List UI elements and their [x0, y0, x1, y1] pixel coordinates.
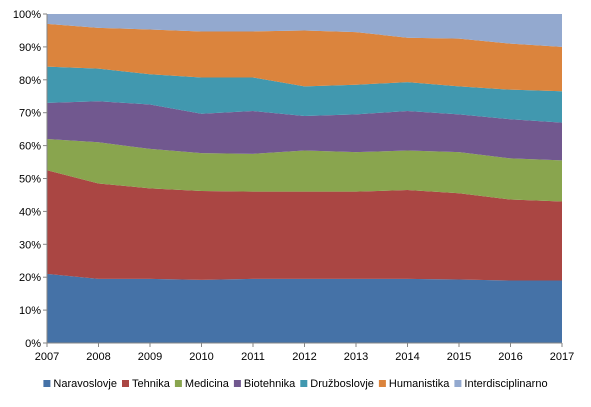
x-tick-label: 2012 — [292, 351, 316, 363]
x-tick-label: 2010 — [189, 351, 213, 363]
x-tick-label: 2016 — [498, 351, 522, 363]
area-medicina — [47, 139, 562, 202]
y-tick-label: 0% — [25, 338, 41, 350]
legend-item-tehnika: Tehnika — [122, 378, 171, 390]
axes-group — [43, 13, 563, 347]
area-dru-boslovje — [47, 66, 562, 123]
legend-label: Družboslovje — [310, 378, 374, 390]
area-interdisciplinarno — [47, 14, 562, 47]
y-tick-label: 10% — [19, 305, 41, 317]
x-tick-label: 2017 — [550, 351, 574, 363]
legend-item-naravoslovje: Naravoslovje — [43, 378, 117, 390]
legend-label: Interdisciplinarno — [464, 378, 547, 390]
legend-label: Biotehnika — [244, 378, 296, 390]
legend-swatch — [233, 380, 241, 387]
legend: Naravoslovje Tehnika Medicina Biotehnika Dru… — [43, 378, 548, 390]
y-tick-label: 100% — [13, 9, 41, 21]
area-biotehnika — [47, 101, 562, 161]
area-tehnika — [47, 170, 562, 281]
area-humanistika — [47, 23, 562, 92]
x-tick-labels: 2007 2008 2009 2010 2011 2012 2013 2014 2015 2016… — [35, 351, 574, 363]
legend-swatch — [454, 380, 462, 387]
legend-label: Humanistika — [389, 378, 450, 390]
x-tick-label: 2015 — [447, 351, 471, 363]
legend-item-dru-boslovje: Družboslovje — [300, 378, 374, 390]
y-tick-label: 60% — [19, 141, 41, 153]
legend-label: Medicina — [185, 378, 230, 390]
legend-swatch — [174, 380, 182, 387]
legend-swatch — [378, 380, 386, 387]
x-tick-label: 2014 — [395, 351, 419, 363]
x-tick-label: 2011 — [241, 351, 265, 363]
legend-swatch — [300, 380, 308, 387]
legend-label: Naravoslovje — [53, 378, 117, 390]
y-tick-label: 90% — [19, 42, 41, 54]
x-tick-label: 2008 — [86, 351, 110, 363]
y-tick-label: 20% — [19, 272, 41, 284]
y-tick-labels: 0% 10% 20% 30% 40% 50% 60% 70% 80% 90% 100% — [13, 9, 41, 350]
legend-swatch — [122, 380, 129, 387]
legend-item-medicina: Medicina — [174, 378, 230, 390]
legend-item-biotehnika: Biotehnika — [233, 378, 296, 390]
area-naravoslovje — [47, 273, 562, 343]
y-tick-label: 40% — [19, 206, 41, 218]
legend-swatch — [43, 380, 51, 387]
legend-label: Tehnika — [132, 378, 171, 390]
y-tick-label: 50% — [19, 174, 41, 186]
legend-item-interdisciplinarno: Interdisciplinarno — [454, 378, 548, 390]
x-tick-label: 2009 — [138, 351, 162, 363]
area-series-group — [47, 14, 562, 343]
legend-item-humanistika: Humanistika — [378, 378, 450, 390]
x-tick-label: 2007 — [35, 351, 59, 363]
y-tick-label: 80% — [19, 75, 41, 87]
x-tick-label: 2013 — [344, 351, 368, 363]
y-tick-label: 70% — [19, 108, 41, 120]
y-tick-label: 30% — [19, 239, 41, 251]
